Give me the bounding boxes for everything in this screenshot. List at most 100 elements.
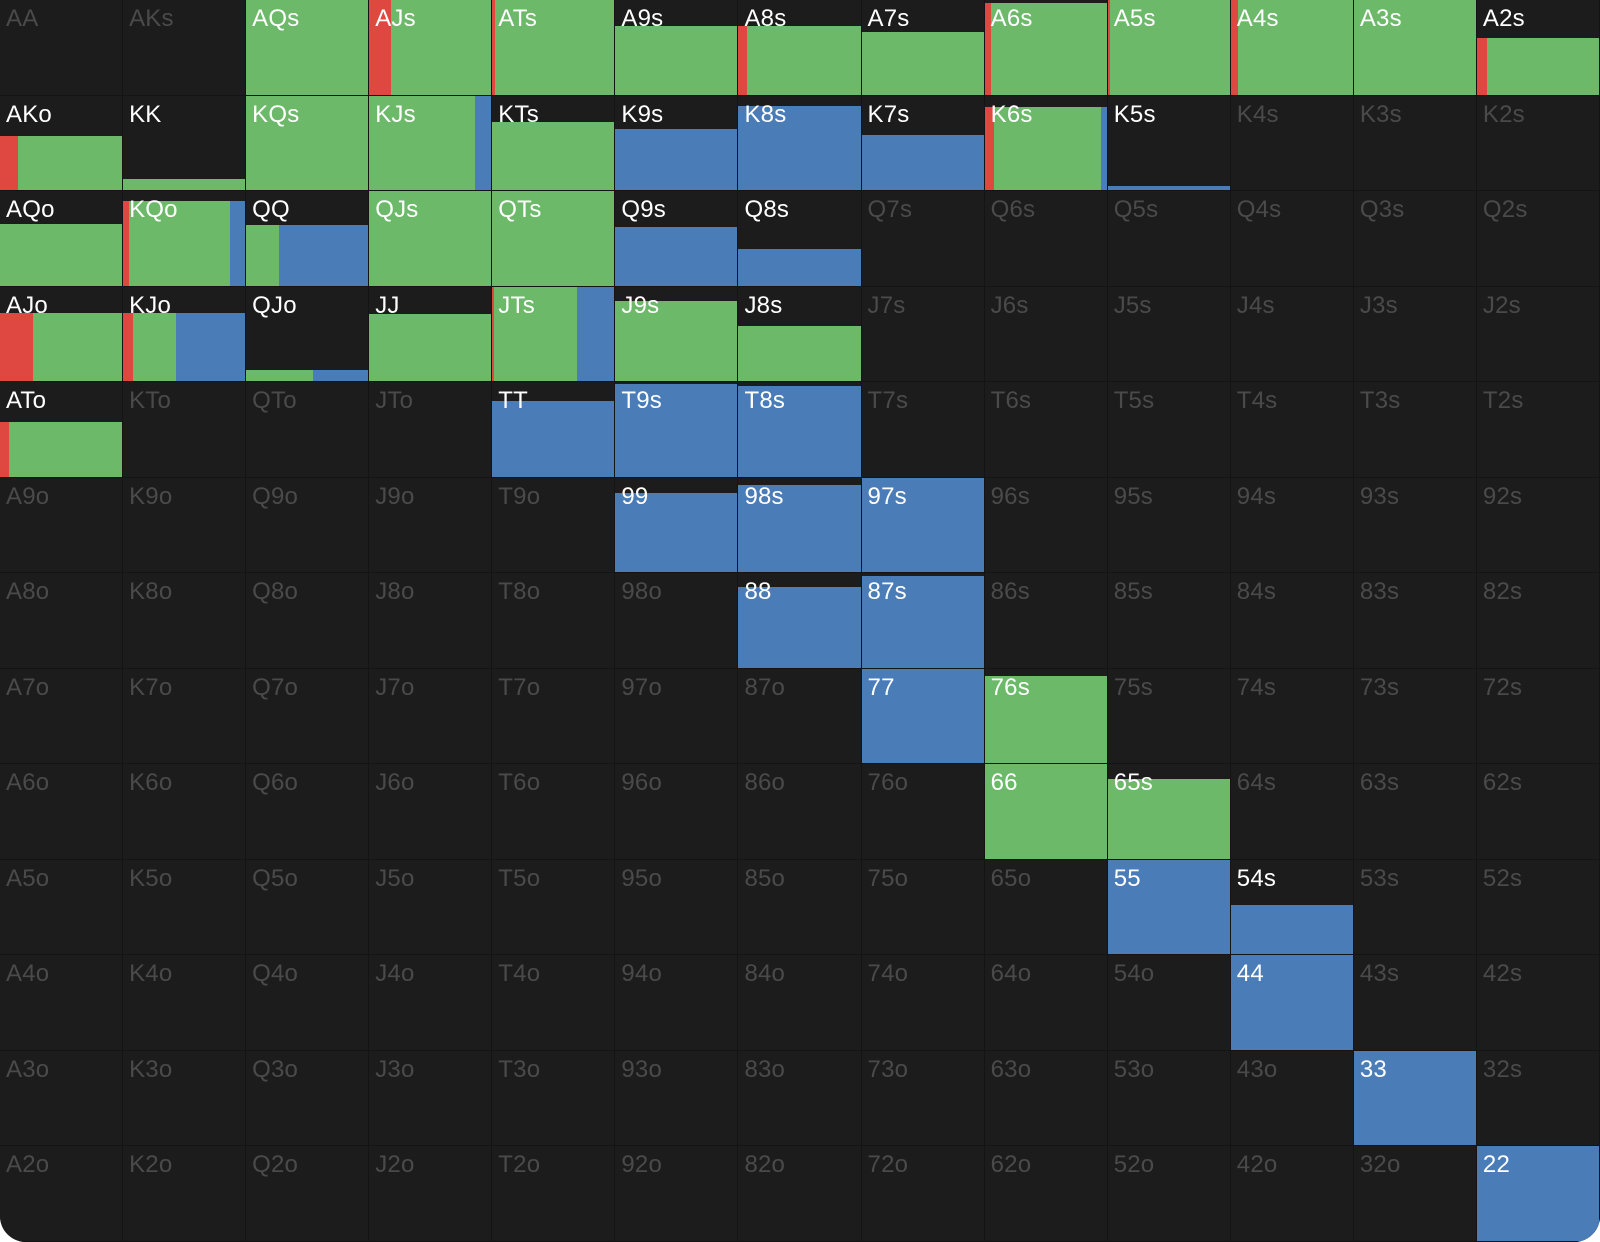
- hand-cell-Q9s[interactable]: Q9s: [615, 191, 739, 287]
- hand-cell-92s[interactable]: 92s: [1476, 477, 1600, 574]
- hand-cell-J6s[interactable]: J6s: [984, 286, 1108, 383]
- hand-cell-K8o[interactable]: K8o: [123, 573, 247, 669]
- hand-cell-99[interactable]: 99: [615, 477, 739, 574]
- hand-cell-Q2s[interactable]: Q2s: [1476, 191, 1600, 287]
- hand-cell-53s[interactable]: 53s: [1353, 859, 1477, 956]
- hand-cell-KJs[interactable]: KJs: [369, 95, 493, 192]
- hand-cell-T8o[interactable]: T8o: [492, 573, 616, 669]
- hand-cell-A7s[interactable]: A7s: [861, 0, 985, 96]
- hand-cell-K2o[interactable]: K2o: [123, 1146, 247, 1242]
- hand-cell-Q4s[interactable]: Q4s: [1230, 191, 1354, 287]
- hand-cell-JTs[interactable]: JTs: [492, 286, 616, 383]
- hand-cell-Q6s[interactable]: Q6s: [984, 191, 1108, 287]
- hand-cell-Q6o[interactable]: Q6o: [246, 764, 370, 860]
- hand-cell-J5s[interactable]: J5s: [1107, 286, 1231, 383]
- hand-cell-K4s[interactable]: K4s: [1230, 95, 1354, 192]
- hand-cell-Q5s[interactable]: Q5s: [1107, 191, 1231, 287]
- hand-cell-96o[interactable]: 96o: [615, 764, 739, 860]
- hand-cell-62o[interactable]: 62o: [984, 1146, 1108, 1242]
- hand-cell-T7o[interactable]: T7o: [492, 668, 616, 765]
- hand-cell-JJ[interactable]: JJ: [369, 286, 493, 383]
- hand-cell-86o[interactable]: 86o: [738, 764, 862, 860]
- hand-cell-72s[interactable]: 72s: [1476, 668, 1600, 765]
- hand-cell-T7s[interactable]: T7s: [861, 382, 985, 478]
- hand-cell-A7o[interactable]: A7o: [0, 668, 124, 765]
- hand-cell-A4s[interactable]: A4s: [1230, 0, 1354, 96]
- hand-cell-65s[interactable]: 65s: [1107, 764, 1231, 860]
- hand-cell-Q7s[interactable]: Q7s: [861, 191, 985, 287]
- hand-cell-KJo[interactable]: KJo: [123, 286, 247, 383]
- hand-cell-Q3s[interactable]: Q3s: [1353, 191, 1477, 287]
- hand-cell-T4s[interactable]: T4s: [1230, 382, 1354, 478]
- hand-cell-J4o[interactable]: J4o: [369, 955, 493, 1051]
- hand-cell-63o[interactable]: 63o: [984, 1050, 1108, 1147]
- hand-cell-53o[interactable]: 53o: [1107, 1050, 1231, 1147]
- hand-cell-64s[interactable]: 64s: [1230, 764, 1354, 860]
- hand-cell-62s[interactable]: 62s: [1476, 764, 1600, 860]
- hand-cell-J4s[interactable]: J4s: [1230, 286, 1354, 383]
- hand-cell-76o[interactable]: 76o: [861, 764, 985, 860]
- hand-cell-A2s[interactable]: A2s: [1476, 0, 1600, 96]
- hand-cell-QJo[interactable]: QJo: [246, 286, 370, 383]
- hand-cell-AKs[interactable]: AKs: [123, 0, 247, 96]
- hand-cell-88[interactable]: 88: [738, 573, 862, 669]
- hand-cell-94o[interactable]: 94o: [615, 955, 739, 1051]
- hand-cell-Q4o[interactable]: Q4o: [246, 955, 370, 1051]
- hand-cell-Q8s[interactable]: Q8s: [738, 191, 862, 287]
- hand-cell-54s[interactable]: 54s: [1230, 859, 1354, 956]
- hand-cell-83o[interactable]: 83o: [738, 1050, 862, 1147]
- hand-cell-84o[interactable]: 84o: [738, 955, 862, 1051]
- hand-cell-T9o[interactable]: T9o: [492, 477, 616, 574]
- hand-cell-KK[interactable]: KK: [123, 95, 247, 192]
- hand-cell-K9o[interactable]: K9o: [123, 477, 247, 574]
- hand-cell-55[interactable]: 55: [1107, 859, 1231, 956]
- hand-cell-43o[interactable]: 43o: [1230, 1050, 1354, 1147]
- hand-cell-T2o[interactable]: T2o: [492, 1146, 616, 1242]
- hand-cell-AJs[interactable]: AJs: [369, 0, 493, 96]
- hand-cell-87s[interactable]: 87s: [861, 573, 985, 669]
- hand-cell-K2s[interactable]: K2s: [1476, 95, 1600, 192]
- hand-cell-JTo[interactable]: JTo: [369, 382, 493, 478]
- hand-cell-K8s[interactable]: K8s: [738, 95, 862, 192]
- hand-cell-J2s[interactable]: J2s: [1476, 286, 1600, 383]
- hand-cell-K4o[interactable]: K4o: [123, 955, 247, 1051]
- hand-cell-96s[interactable]: 96s: [984, 477, 1108, 574]
- hand-cell-J2o[interactable]: J2o: [369, 1146, 493, 1242]
- hand-cell-85o[interactable]: 85o: [738, 859, 862, 956]
- hand-cell-94s[interactable]: 94s: [1230, 477, 1354, 574]
- hand-cell-54o[interactable]: 54o: [1107, 955, 1231, 1051]
- hand-cell-93o[interactable]: 93o: [615, 1050, 739, 1147]
- hand-cell-T4o[interactable]: T4o: [492, 955, 616, 1051]
- hand-cell-97s[interactable]: 97s: [861, 477, 985, 574]
- hand-cell-J9s[interactable]: J9s: [615, 286, 739, 383]
- hand-cell-K6o[interactable]: K6o: [123, 764, 247, 860]
- hand-cell-44[interactable]: 44: [1230, 955, 1354, 1051]
- hand-cell-J3s[interactable]: J3s: [1353, 286, 1477, 383]
- hand-cell-64o[interactable]: 64o: [984, 955, 1108, 1051]
- hand-cell-KQo[interactable]: KQo: [123, 191, 247, 287]
- hand-cell-T9s[interactable]: T9s: [615, 382, 739, 478]
- hand-cell-T8s[interactable]: T8s: [738, 382, 862, 478]
- hand-cell-98s[interactable]: 98s: [738, 477, 862, 574]
- hand-cell-QTs[interactable]: QTs: [492, 191, 616, 287]
- hand-cell-K5s[interactable]: K5s: [1107, 95, 1231, 192]
- hand-cell-J8s[interactable]: J8s: [738, 286, 862, 383]
- hand-cell-33[interactable]: 33: [1353, 1050, 1477, 1147]
- hand-cell-Q9o[interactable]: Q9o: [246, 477, 370, 574]
- hand-cell-73s[interactable]: 73s: [1353, 668, 1477, 765]
- hand-cell-42s[interactable]: 42s: [1476, 955, 1600, 1051]
- hand-cell-84s[interactable]: 84s: [1230, 573, 1354, 669]
- hand-cell-93s[interactable]: 93s: [1353, 477, 1477, 574]
- hand-cell-K3o[interactable]: K3o: [123, 1050, 247, 1147]
- hand-cell-32s[interactable]: 32s: [1476, 1050, 1600, 1147]
- hand-cell-95s[interactable]: 95s: [1107, 477, 1231, 574]
- hand-cell-86s[interactable]: 86s: [984, 573, 1108, 669]
- hand-cell-98o[interactable]: 98o: [615, 573, 739, 669]
- hand-cell-ATs[interactable]: ATs: [492, 0, 616, 96]
- hand-cell-K7o[interactable]: K7o: [123, 668, 247, 765]
- hand-cell-T6s[interactable]: T6s: [984, 382, 1108, 478]
- hand-cell-T6o[interactable]: T6o: [492, 764, 616, 860]
- hand-cell-83s[interactable]: 83s: [1353, 573, 1477, 669]
- hand-cell-73o[interactable]: 73o: [861, 1050, 985, 1147]
- hand-cell-A6s[interactable]: A6s: [984, 0, 1108, 96]
